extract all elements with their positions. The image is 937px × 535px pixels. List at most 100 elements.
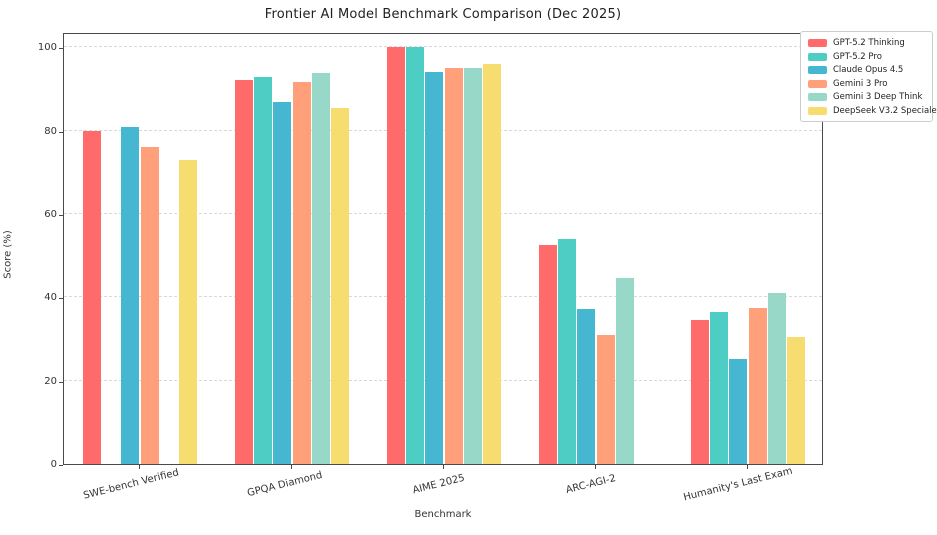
legend-swatch-icon xyxy=(808,106,827,115)
plot-area xyxy=(63,33,823,465)
legend-entry-deepseek-v3-2-speciale: DeepSeek V3.2 Speciale xyxy=(808,106,937,116)
x-tick-label-swe-bench-verified: SWE-bench Verified xyxy=(82,467,181,502)
bar-gpt-5-2-thinking xyxy=(234,79,253,464)
bar-slot xyxy=(538,34,557,464)
bar-slot xyxy=(159,34,178,464)
legend-swatch-icon xyxy=(808,93,827,101)
legend-entry-gpt-5-2-pro: GPT-5.2 Pro xyxy=(808,52,925,62)
legend-entry-gemini-3-deep-think: Gemini 3 Deep Think xyxy=(808,92,925,102)
bar-gpt-5-2-pro xyxy=(710,311,729,464)
bar-deepseek-v3-2-speciale xyxy=(179,159,198,464)
legend-swatch-icon xyxy=(808,52,827,61)
bar-slot xyxy=(253,34,273,464)
bar-gemini-3-deep-think xyxy=(311,73,330,464)
bar-gemini-3-pro xyxy=(596,334,615,464)
x-tick-label-gpqa-diamond: GPQA Diamond xyxy=(246,469,324,500)
bar-claude-opus-4-5 xyxy=(121,126,140,464)
bar-slot xyxy=(101,34,120,464)
bar-slot xyxy=(292,34,311,464)
legend-label: GPT-5.2 Thinking xyxy=(833,38,905,48)
bar-slot xyxy=(577,34,596,464)
bar-gpt-5-2-thinking xyxy=(538,245,557,464)
bar-gemini-3-pro xyxy=(140,146,159,464)
x-tick-mark xyxy=(291,465,292,469)
bar-slot xyxy=(405,34,425,464)
bar-slot xyxy=(557,34,577,464)
bar-group-arc-agi-2 xyxy=(538,34,654,464)
bar-slot xyxy=(748,34,767,464)
bar-gpt-5-2-pro xyxy=(406,47,425,464)
bar-gpt-5-2-pro xyxy=(558,239,577,464)
bar-slot xyxy=(767,34,786,464)
bar-gemini-3-deep-think xyxy=(463,68,482,464)
bar-slot xyxy=(273,34,292,464)
bar-claude-opus-4-5 xyxy=(729,359,748,464)
x-tick-mark xyxy=(595,465,596,469)
legend-entry-claude-opus-4-5: Claude Opus 4.5 xyxy=(808,65,925,75)
chart-title: Frontier AI Model Benchmark Comparison (… xyxy=(264,7,622,22)
bar-slot xyxy=(311,34,330,464)
bar-slot xyxy=(483,34,502,464)
x-tick-mark xyxy=(443,465,444,469)
y-tick-label-0: 0 xyxy=(50,459,57,470)
legend-label: Claude Opus 4.5 xyxy=(833,65,904,75)
bar-gemini-3-deep-think xyxy=(767,293,786,464)
x-tick-label-arc-agi-2: ARC-AGI-2 xyxy=(564,472,617,497)
bar-slot xyxy=(615,34,634,464)
y-tick-mark xyxy=(59,465,63,466)
y-tick-label-60: 60 xyxy=(44,209,57,221)
bar-slot xyxy=(635,34,654,464)
y-tick-mark xyxy=(59,48,63,50)
bar-gpt-5-2-thinking xyxy=(690,320,709,464)
legend-label: GPT-5.2 Pro xyxy=(833,51,882,62)
x-tick-label-humanity-s-last-exam: Humanity's Last Exam xyxy=(682,465,794,504)
bar-slot xyxy=(179,34,198,464)
legend-entry-gpt-5-2-thinking: GPT-5.2 Thinking xyxy=(808,38,925,48)
bar-gemini-3-pro xyxy=(444,68,463,464)
bar-slot xyxy=(234,34,253,464)
bar-claude-opus-4-5 xyxy=(425,72,444,464)
legend-swatch-icon xyxy=(808,39,827,47)
bar-slot xyxy=(331,34,350,464)
legend-entry-gemini-3-pro: Gemini 3 Pro xyxy=(808,79,925,89)
x-axis-label: Benchmark xyxy=(414,509,472,520)
x-tick-mark xyxy=(139,465,140,469)
bar-claude-opus-4-5 xyxy=(577,308,596,464)
x-tick-label-aime-2025: AIME 2025 xyxy=(411,472,466,497)
bar-gemini-3-pro xyxy=(748,307,767,464)
bar-claude-opus-4-5 xyxy=(273,101,292,464)
bar-gpt-5-2-thinking xyxy=(386,47,405,464)
bar-deepseek-v3-2-speciale xyxy=(787,336,806,464)
bar-gpt-5-2-thinking xyxy=(82,130,101,464)
y-tick-label-80: 80 xyxy=(44,125,57,137)
x-tick-mark xyxy=(747,465,748,469)
bar-slot xyxy=(690,34,709,464)
bar-deepseek-v3-2-speciale xyxy=(483,64,502,464)
bar-gemini-3-deep-think xyxy=(615,277,634,464)
legend-label: DeepSeek V3.2 Speciale xyxy=(833,105,937,116)
y-tick-label-20: 20 xyxy=(44,375,57,387)
y-tick-mark xyxy=(59,381,63,383)
legend-label: Gemini 3 Deep Think xyxy=(833,92,923,102)
bar-slot xyxy=(140,34,159,464)
y-tick-mark xyxy=(59,131,63,133)
gridline-y100 xyxy=(64,46,822,48)
bar-group-humanity-s-last-exam xyxy=(690,34,806,464)
bar-slot xyxy=(386,34,405,464)
y-tick-mark xyxy=(59,215,63,217)
bar-slot xyxy=(82,34,101,464)
legend: GPT-5.2 Thinking GPT-5.2 Pro Claude Opus 4… xyxy=(800,31,937,122)
bar-slot xyxy=(444,34,463,464)
bar-slot xyxy=(596,34,615,464)
bar-slot xyxy=(121,34,140,464)
legend-swatch-icon xyxy=(808,79,827,88)
y-tick-label-40: 40 xyxy=(44,292,57,304)
y-tick-label-100: 100 xyxy=(37,42,57,54)
bar-deepseek-v3-2-speciale xyxy=(331,108,350,464)
legend-label: Gemini 3 Pro xyxy=(833,78,888,89)
bar-group-aime-2025 xyxy=(386,34,502,464)
bar-group-swe-bench-verified xyxy=(82,34,198,464)
bar-gemini-3-pro xyxy=(292,81,311,464)
bar-slot xyxy=(463,34,482,464)
